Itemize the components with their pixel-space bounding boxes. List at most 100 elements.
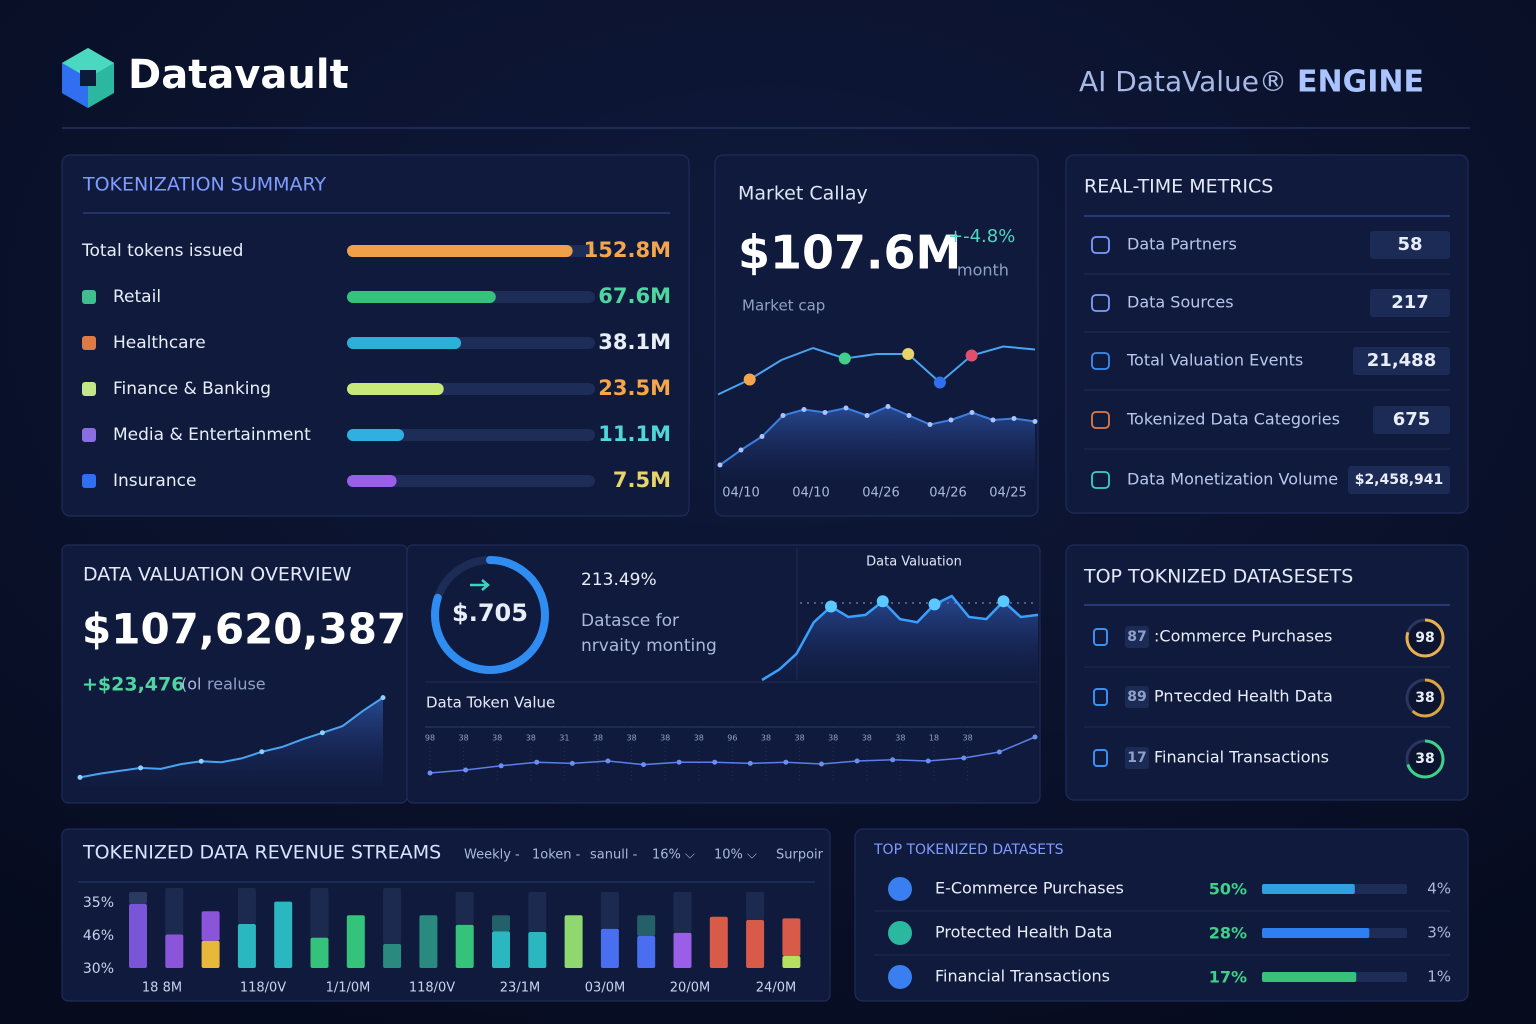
dataset-name: Protected Health Data	[935, 923, 1112, 942]
x-tick-label: 118/0V	[240, 981, 286, 996]
x-tick-label: 04/10	[792, 486, 829, 501]
bar	[673, 892, 692, 933]
point	[198, 758, 204, 764]
chart-title: Data Valuation	[866, 555, 962, 570]
bar	[455, 924, 474, 968]
bar	[347, 475, 397, 487]
row-value: 7.5M	[613, 468, 671, 492]
filter[interactable]: 10% ⌵	[714, 848, 757, 863]
token-line	[429, 736, 1036, 774]
tick-label: 96	[727, 734, 737, 743]
point	[801, 407, 807, 412]
panel-title: Market Callay	[738, 183, 868, 205]
metric-label: Data Partners	[1127, 235, 1237, 254]
point	[928, 598, 941, 611]
point	[138, 765, 144, 771]
filter[interactable]: 1oken -	[532, 848, 581, 863]
point	[838, 352, 851, 365]
filter[interactable]: Weekly -	[464, 848, 520, 863]
x-tick-label: 24/0M	[756, 981, 796, 996]
tagline-strong: ENGINE	[1297, 65, 1424, 100]
point	[77, 774, 83, 780]
bar	[129, 904, 147, 968]
gauge-percent: 213.49%	[581, 570, 657, 590]
icon	[1091, 352, 1110, 370]
y-tick-label: 35%	[83, 895, 114, 911]
rank-box	[1125, 686, 1149, 708]
panel	[1065, 154, 1469, 514]
point	[854, 758, 860, 764]
tick-label: 38	[963, 734, 973, 743]
point	[641, 762, 647, 768]
dataset-name: :Commerce Purchases	[1154, 627, 1332, 646]
bar	[746, 920, 765, 968]
score: 38	[1415, 751, 1434, 767]
point	[925, 758, 931, 764]
valuation-line	[761, 594, 1039, 682]
period: month	[957, 261, 1009, 280]
x-tick-label: 03/0M	[585, 981, 625, 996]
change: +-4.8%	[948, 226, 1015, 247]
point	[380, 695, 386, 701]
point	[780, 413, 786, 418]
dataset-name: Financial Transactions	[935, 967, 1110, 986]
rank: 89	[1127, 689, 1146, 705]
point	[864, 413, 870, 418]
icon	[1091, 236, 1110, 254]
tick-label: 38	[895, 734, 905, 743]
value-box	[1370, 289, 1450, 317]
point	[890, 757, 896, 763]
value-box	[1353, 347, 1450, 375]
bar	[637, 915, 656, 936]
rank: 87	[1127, 629, 1146, 645]
change: +$23,476	[82, 674, 184, 696]
metric-value: 21,488	[1367, 350, 1436, 371]
row-label: Retail	[113, 287, 161, 307]
row-label: Healthcare	[113, 333, 206, 353]
tick-label: 98	[425, 734, 435, 743]
tick-label: 38	[862, 734, 872, 743]
bar	[600, 892, 619, 929]
icon	[1093, 688, 1108, 706]
icon	[888, 921, 912, 945]
icon	[1091, 471, 1110, 489]
rank-box	[1125, 626, 1149, 648]
filter[interactable]: sanull -	[590, 848, 638, 863]
point	[1011, 416, 1017, 421]
row-label: Insurance	[113, 471, 196, 491]
big-value: $107.6M	[738, 226, 961, 280]
tick-label: 38	[627, 734, 637, 743]
bar	[310, 888, 329, 938]
bar	[383, 944, 402, 968]
percent: 50%	[1209, 880, 1247, 899]
point	[933, 376, 946, 389]
tick-label: 38	[795, 734, 805, 743]
area-line-area	[720, 406, 1035, 480]
dataset-name: Financial Transactions	[1154, 748, 1329, 767]
panel-title: REAL-TIME METRICS	[1084, 176, 1273, 198]
point	[927, 422, 933, 427]
row-value: 11.1M	[598, 422, 671, 446]
x-tick-label: 20/0M	[670, 981, 710, 996]
x-tick-label: 18 8M	[142, 981, 182, 996]
bar	[347, 337, 462, 349]
point	[605, 758, 611, 764]
tick-label: 38	[660, 734, 670, 743]
row-label: Total tokens issued	[81, 241, 243, 261]
tick-label: 38	[459, 734, 469, 743]
metric-value: $2,458,941	[1355, 472, 1444, 488]
tick-label: 38	[828, 734, 838, 743]
row-value: 23.5M	[598, 376, 671, 400]
filter[interactable]: 16% ⌵	[652, 848, 695, 863]
x-tick-label: 04/25	[989, 486, 1026, 501]
icon	[1091, 411, 1110, 429]
bar	[347, 429, 405, 441]
point	[743, 373, 756, 386]
filter[interactable]: Surpoir	[776, 848, 824, 863]
gauge-note: Datasce for	[581, 611, 679, 631]
bar-track	[347, 429, 595, 441]
row-value: 38.1M	[598, 330, 671, 354]
point	[969, 410, 975, 415]
point	[319, 730, 325, 736]
point	[961, 755, 967, 761]
